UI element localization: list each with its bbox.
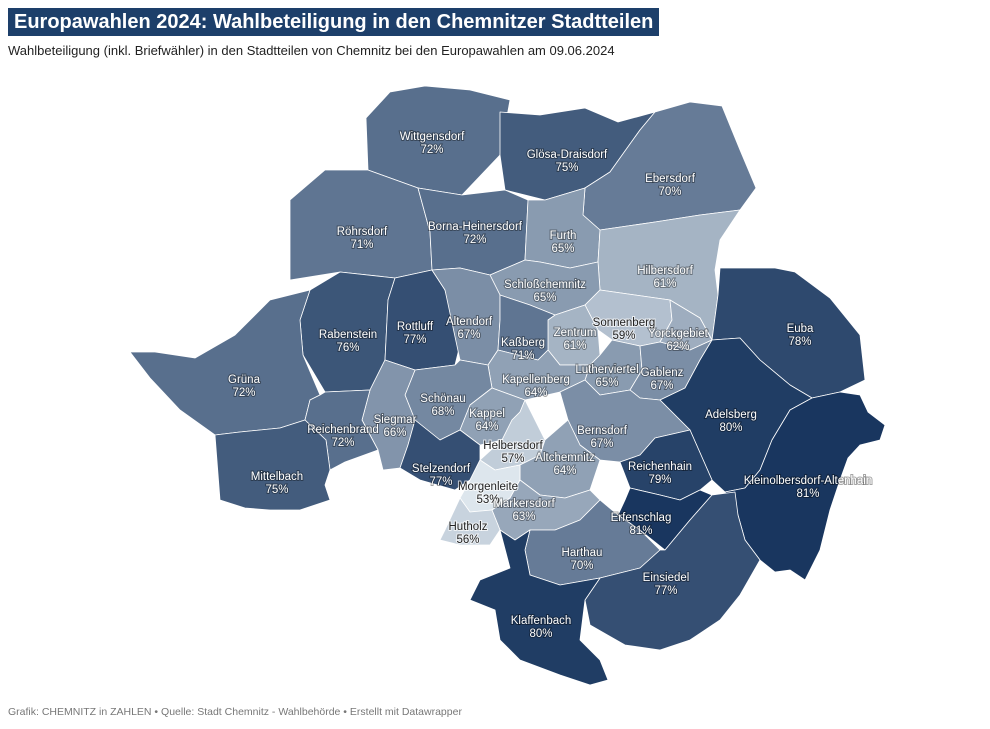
district-value-hilbersdorf: 61% [653, 278, 676, 290]
district-name-morgenleite: Morgenleite [458, 481, 518, 493]
district-name-furth: Furth [550, 230, 577, 242]
district-value-einsiedel: 77% [654, 585, 677, 597]
district-mittelbach[interactable] [214, 419, 331, 511]
district-name-borna-heinersdorf: Borna-Heinersdorf [428, 221, 523, 233]
district-value-rottluff: 77% [403, 334, 426, 346]
district-name-siegmar: Siegmar [374, 414, 417, 426]
district-value-kassberg: 71% [511, 350, 534, 362]
district-name-bernsdorf: Bernsdorf [577, 425, 628, 437]
source-credit: Grafik: CHEMNITZ in ZAHLEN • Quelle: Sta… [8, 706, 462, 718]
district-value-gloesa-draisdorf: 75% [555, 162, 578, 174]
district-name-roehrsdorf: Röhrsdorf [337, 226, 388, 238]
district-name-reichenbrand: Reichenbrand [307, 424, 379, 436]
district-value-kappel: 64% [475, 421, 498, 433]
district-value-roehrsdorf: 71% [350, 239, 373, 251]
district-value-furth: 65% [551, 243, 574, 255]
district-name-rabenstein: Rabenstein [319, 329, 377, 341]
district-value-bernsdorf: 67% [590, 438, 613, 450]
district-name-einsiedel: Einsiedel [643, 572, 690, 584]
district-gruena[interactable] [129, 289, 321, 436]
district-name-zentrum: Zentrum [554, 327, 597, 339]
district-name-altendorf: Altendorf [446, 316, 493, 328]
district-name-euba: Euba [787, 323, 814, 335]
district-name-hutholz: Hutholz [449, 521, 488, 533]
district-value-hutholz: 56% [456, 534, 479, 546]
district-name-helbersdorf: Helbersdorf [483, 440, 543, 452]
district-value-klaffenbach: 80% [529, 628, 552, 640]
district-name-wittgensdorf: Wittgensdorf [400, 131, 465, 143]
district-einsiedel[interactable] [584, 491, 761, 651]
district-value-sonnenberg: 59% [612, 330, 635, 342]
district-value-mittelbach: 75% [265, 484, 288, 496]
district-name-hilbersdorf: Hilbersdorf [637, 265, 693, 277]
district-value-rabenstein: 76% [336, 342, 359, 354]
district-name-kappel: Kappel [469, 408, 505, 420]
district-name-kassberg: Kaßberg [501, 337, 545, 349]
district-name-rottluff: Rottluff [397, 321, 434, 333]
district-kleinolbersdorf-altenhain[interactable] [724, 391, 886, 581]
district-name-schlosschemnitz: Schloßchemnitz [504, 279, 586, 291]
district-value-reichenhain: 79% [648, 474, 671, 486]
district-name-sonnenberg: Sonnenberg [593, 317, 656, 329]
district-name-harthau: Harthau [562, 547, 603, 559]
district-value-helbersdorf: 57% [501, 453, 524, 465]
map-subtitle: Wahlbeteiligung (inkl. Briefwähler) in d… [8, 43, 615, 58]
district-value-borna-heinersdorf: 72% [463, 234, 486, 246]
district-value-schlosschemnitz: 65% [533, 292, 556, 304]
district-value-kapellenberg: 64% [524, 387, 547, 399]
district-name-erfenschlag: Erfenschlag [611, 512, 672, 524]
district-name-kleinolbersdorf-altenhain: Kleinolbersdorf-Altenhain [744, 475, 873, 487]
district-value-harthau: 70% [570, 560, 593, 572]
district-name-reichenhain: Reichenhain [628, 461, 692, 473]
district-name-yorckgebiet: Yorckgebiet [648, 328, 708, 340]
district-value-kleinolbersdorf-altenhain: 81% [796, 488, 819, 500]
district-value-ebersdorf: 70% [658, 186, 681, 198]
district-name-ebersdorf: Ebersdorf [645, 173, 696, 185]
district-value-yorckgebiet: 62% [666, 341, 689, 353]
district-value-morgenleite: 53% [476, 494, 499, 506]
district-name-schoenau: Schönau [420, 393, 465, 405]
district-name-lutherviertel: Lutherviertel [575, 364, 638, 376]
district-value-gruena: 72% [232, 387, 255, 399]
district-name-gloesa-draisdorf: Glösa-Draisdorf [527, 149, 608, 161]
district-value-siegmar: 66% [383, 427, 406, 439]
district-klaffenbach[interactable] [469, 529, 609, 686]
district-value-euba: 78% [788, 336, 811, 348]
district-name-gablenz: Gablenz [641, 367, 684, 379]
district-roehrsdorf[interactable] [289, 169, 433, 281]
district-name-adelsberg: Adelsberg [705, 409, 757, 421]
district-value-lutherviertel: 65% [595, 377, 618, 389]
district-value-wittgensdorf: 72% [420, 144, 443, 156]
district-value-zentrum: 61% [563, 340, 586, 352]
district-value-stelzendorf: 77% [429, 476, 452, 488]
district-name-gruena: Grüna [228, 374, 261, 386]
district-value-reichenbrand: 72% [331, 437, 354, 449]
district-name-altchemnitz: Altchemnitz [535, 452, 595, 464]
district-name-markersdorf: Markersdorf [493, 498, 555, 510]
district-value-markersdorf: 63% [512, 511, 535, 523]
district-value-erfenschlag: 81% [629, 525, 652, 537]
district-name-klaffenbach: Klaffenbach [511, 615, 572, 627]
district-value-altendorf: 67% [457, 329, 480, 341]
district-name-mittelbach: Mittelbach [251, 471, 303, 483]
map-title: Europawahlen 2024: Wahlbeteiligung in de… [8, 8, 660, 36]
district-name-kapellenberg: Kapellenberg [502, 374, 570, 386]
district-value-altchemnitz: 64% [553, 465, 576, 477]
district-name-stelzendorf: Stelzendorf [412, 463, 471, 475]
district-value-gablenz: 67% [650, 380, 673, 392]
district-value-schoenau: 68% [431, 406, 454, 418]
district-value-adelsberg: 80% [719, 422, 742, 434]
